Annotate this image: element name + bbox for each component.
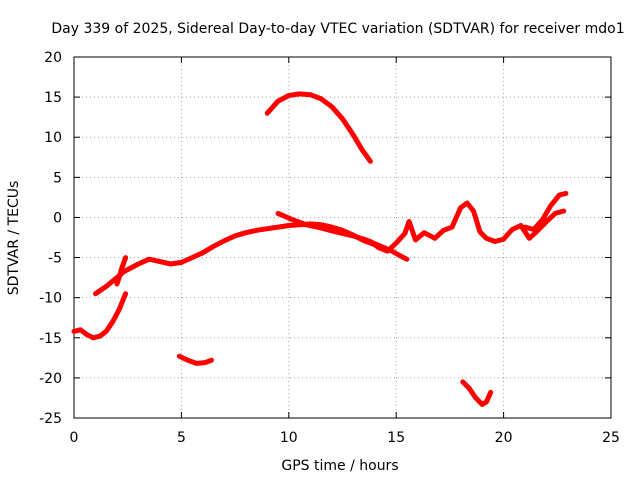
- y-tick-label: -10: [39, 291, 62, 307]
- y-tick-label: -15: [39, 331, 62, 347]
- chart-title: Day 339 of 2025, Sidereal Day-to-day VTE…: [51, 21, 624, 37]
- y-tick-label: 10: [44, 130, 62, 146]
- x-tick-labels: 0 5 10 15 20 25: [70, 430, 620, 446]
- series-arc-small-neg22: [460, 379, 494, 407]
- x-tick-label: 15: [387, 430, 405, 446]
- x-tick-label: 25: [602, 430, 620, 446]
- y-tick-label: 0: [53, 210, 62, 226]
- x-axis-label: GPS time / hours: [281, 458, 398, 474]
- y-tick-labels: -25 -20 -15 -10 -5 0 5 10 15 20: [39, 50, 62, 427]
- series-arc-main-1: [71, 291, 129, 341]
- x-tick-label: 0: [70, 430, 79, 446]
- series-arc-evening: [367, 200, 567, 254]
- y-tick-label: -20: [39, 371, 62, 387]
- series-arc-small-neg18: [176, 353, 214, 366]
- series-layer: [71, 91, 569, 407]
- series-arc-evening-upper: [522, 190, 569, 232]
- y-tick-label: -5: [48, 251, 62, 267]
- series-arc-descending: [275, 210, 410, 262]
- series-arc-high: [264, 91, 373, 164]
- y-tick-label: -25: [39, 411, 62, 427]
- series-arc-main-2: [93, 221, 378, 297]
- y-tick-label: 20: [44, 50, 62, 66]
- plot-frame: [73, 56, 612, 419]
- y-tick-label: 15: [44, 90, 62, 106]
- x-tick-label: 20: [495, 430, 513, 446]
- series-arc-short-low: [114, 255, 129, 287]
- x-tick-label: 10: [280, 430, 298, 446]
- y-tick-label: 5: [53, 170, 62, 186]
- y-axis-label: SDTVAR / TECUs: [6, 181, 22, 296]
- grid-lines: [74, 57, 611, 418]
- x-tick-label: 5: [177, 430, 186, 446]
